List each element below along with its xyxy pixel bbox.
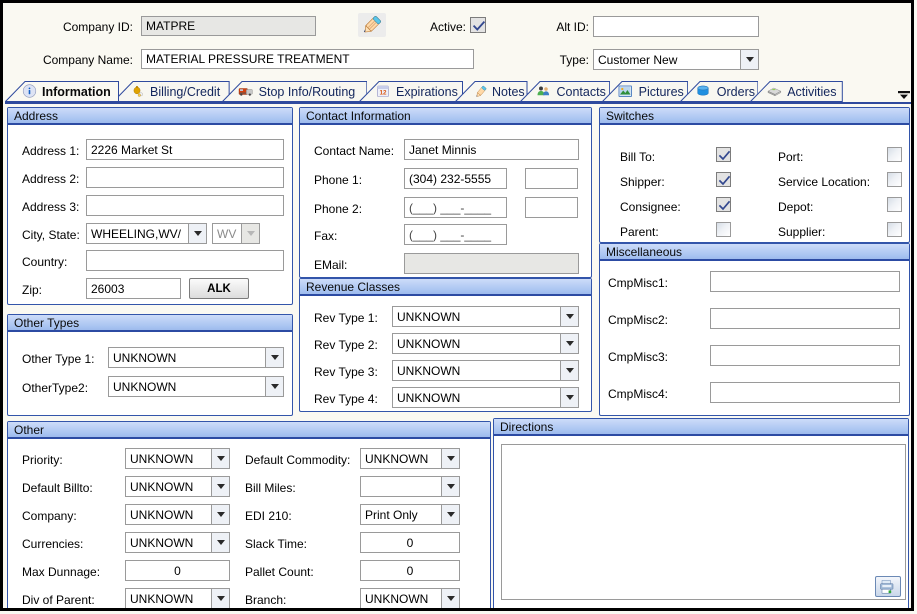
svg-text:12: 12 (379, 90, 387, 97)
